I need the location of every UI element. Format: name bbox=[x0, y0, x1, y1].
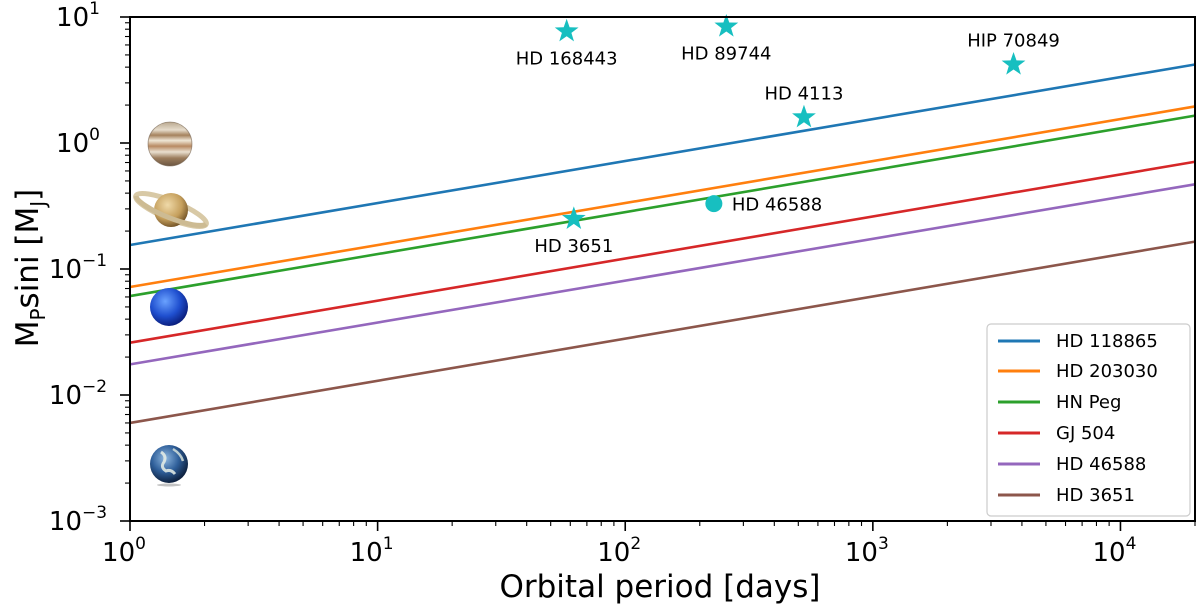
legend-label: HD 3651 bbox=[1056, 485, 1135, 506]
legend-entry: GJ 504 bbox=[998, 423, 1115, 444]
plot-area bbox=[129, 63, 1196, 425]
legend-entry: HD 118865 bbox=[998, 331, 1158, 352]
planet-marker-star bbox=[792, 104, 816, 128]
series-line bbox=[129, 160, 1196, 344]
planet-label: HD 168443 bbox=[516, 48, 618, 69]
earth-icon bbox=[150, 445, 188, 487]
legend-label: HD 46588 bbox=[1056, 454, 1146, 475]
planet-label: HD 46588 bbox=[732, 195, 822, 216]
x-tick-label: 104 bbox=[1092, 534, 1136, 568]
y-tick-label: 10−2 bbox=[49, 377, 107, 411]
axes: 100 101 102 103 104 10−3 10−2 10−1 100 101 bbox=[49, 0, 1196, 568]
legend-entry: HD 46588 bbox=[998, 454, 1146, 475]
legend: HD 118865 HD 203030 HN Peg GJ 504 HD 465… bbox=[986, 323, 1191, 517]
y-tick-label: 10−3 bbox=[49, 503, 107, 537]
series-line bbox=[129, 63, 1196, 247]
planet-label: HD 3651 bbox=[534, 236, 613, 257]
x-tick-label: 103 bbox=[845, 534, 889, 568]
series-line bbox=[129, 105, 1196, 289]
series-line bbox=[129, 114, 1196, 298]
planet-markers: HD 168443 HD 89744 HIP 70849 HD 4113 HD 4658… bbox=[516, 14, 1060, 257]
planet-marker-star bbox=[561, 206, 586, 229]
y-tick-label: 100 bbox=[56, 125, 100, 159]
legend-entry: HD 3651 bbox=[998, 485, 1135, 506]
series-line bbox=[129, 240, 1196, 425]
legend-entry: HN Peg bbox=[998, 392, 1121, 413]
legend-label: GJ 504 bbox=[1056, 423, 1115, 444]
legend-label: HN Peg bbox=[1056, 392, 1121, 413]
series-line bbox=[129, 183, 1196, 366]
saturn-icon bbox=[133, 190, 209, 230]
planet-marker-circle bbox=[705, 195, 723, 213]
planet-marker-star bbox=[1001, 51, 1026, 75]
x-tick-label: 102 bbox=[597, 534, 641, 568]
y-tick-label: 10−1 bbox=[49, 251, 107, 285]
jupiter-icon bbox=[147, 121, 193, 167]
x-tick-label: 100 bbox=[102, 534, 146, 568]
planet-marker-star bbox=[714, 14, 739, 37]
reference-planets bbox=[133, 121, 209, 487]
x-tick-label: 101 bbox=[350, 534, 394, 568]
legend-entry: HD 203030 bbox=[998, 361, 1158, 382]
legend-label: HD 203030 bbox=[1056, 361, 1158, 382]
planet-label: HD 4113 bbox=[764, 83, 843, 104]
planet-label: HD 89744 bbox=[681, 44, 771, 65]
x-axis-title: Orbital period [days] bbox=[499, 569, 820, 605]
planet-label: HIP 70849 bbox=[967, 30, 1060, 51]
y-tick-label: 101 bbox=[56, 0, 100, 33]
legend-label: HD 118865 bbox=[1056, 331, 1158, 352]
y-axis-title: MPsini [MJ] bbox=[10, 189, 50, 348]
planet-marker-star bbox=[554, 18, 579, 42]
neptune-icon bbox=[150, 288, 188, 326]
